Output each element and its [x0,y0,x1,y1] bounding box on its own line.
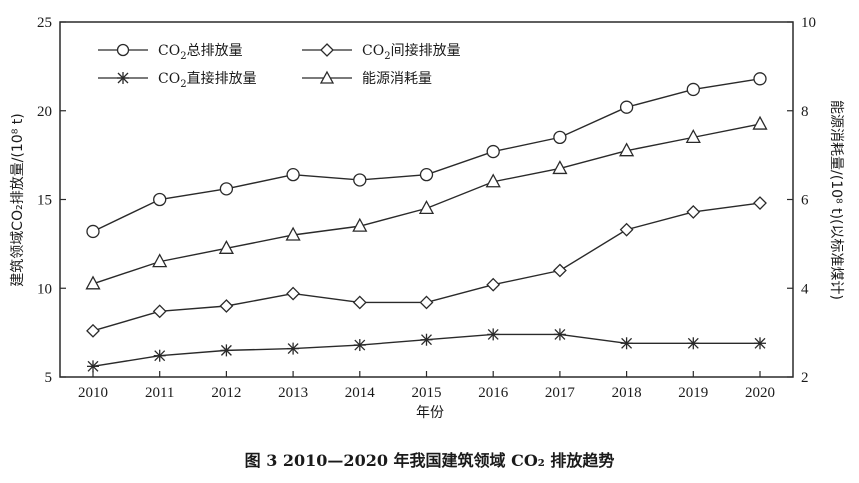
star-marker-icon [353,339,366,352]
legend-item-indirect: CO2间接排放量 [302,42,461,62]
diamond-marker-icon [86,323,100,338]
triangle-marker-icon [152,253,168,268]
diamond-marker-icon [686,205,701,219]
y-tick-label-right: 2 [801,370,809,386]
y-tick-label-left: 10 [37,281,52,297]
star-marker-icon [620,337,633,350]
circle-marker-icon [486,144,500,159]
y-tick-label-right: 8 [801,104,809,120]
triangle-marker-icon [352,217,368,232]
circle-marker-icon [753,72,767,86]
star-marker-icon [117,72,129,84]
x-tick-label: 2013 [278,385,308,401]
circle-marker-icon [286,167,300,182]
circle-marker-icon [553,130,567,145]
x-tick-label: 2012 [211,385,241,401]
star-marker-icon [87,360,99,373]
circle-marker-icon [86,224,100,239]
triangle-marker-icon [85,275,101,290]
y-tick-label-left: 5 [45,370,53,386]
triangle-marker-icon [619,142,635,157]
axis-ticks: 2010 2011 2012 2013 2014 2015 2016 2017 2018 2019… [37,15,816,401]
series-star [87,328,766,373]
legend-label-indirect: CO2间接排放量 [362,42,461,62]
circle-marker-icon [686,82,700,97]
triangle-marker-icon [552,160,568,175]
y-tick-label-right: 4 [801,281,809,297]
diamond-marker-icon [286,286,301,301]
x-tick-label: 2014 [345,385,376,401]
diamond-marker-icon [219,299,234,313]
star-marker-icon [487,328,500,341]
diamond-marker-icon [152,304,167,319]
series-triangle [85,115,768,290]
triangle-marker-icon [752,115,768,130]
diamond-marker-icon [419,295,434,310]
y-tick-label-right: 10 [801,15,816,31]
figure-caption: 图 3 2010—2020 年我国建筑领域 CO₂ 排放趋势 [244,451,615,470]
star-marker-icon [153,349,166,362]
triangle-marker-icon [285,226,301,241]
diamond-marker-icon [619,222,634,237]
star-marker-icon [754,337,766,350]
triangle-marker-icon [319,70,335,84]
diamond-marker-icon [320,43,334,57]
y-tick-label-left: 25 [37,15,52,31]
legend-item-energy: 能源消耗量 [302,70,432,87]
circle-marker-icon [219,182,234,196]
diamond-marker-icon [552,263,567,278]
x-tick-label: 2018 [612,385,642,401]
legend-label-total: CO2总排放量 [158,43,243,62]
y-tick-label-right: 6 [801,193,809,209]
triangle-marker-icon [485,173,501,188]
x-tick-label: 2020 [745,385,775,401]
circle-marker-icon [353,173,367,187]
x-tick-label: 2019 [678,385,708,401]
legend-label-energy: 能源消耗量 [362,71,432,87]
x-tick-label: 2015 [412,385,442,401]
star-marker-icon [553,328,566,341]
series-circle [86,72,767,239]
legend-item-total: CO2总排放量 [98,43,243,62]
x-axis-title: 年份 [416,405,444,421]
y-tick-label-left: 15 [37,193,52,209]
diamond-marker-icon [753,196,767,210]
diamond-marker-icon [352,295,367,310]
triangle-marker-icon [685,129,701,144]
x-tick-label: 2016 [478,385,509,401]
star-marker-icon [287,342,300,355]
star-marker-icon [687,337,700,350]
circle-marker-icon [153,192,167,207]
star-marker-icon [420,333,433,346]
legend: CO2总排放量 CO2直接排放量 CO2间接排放量 能源消耗量 [98,42,461,90]
y-axis-title-right: 能源消耗量/(10⁸ t)(以标准煤计) [828,100,844,300]
legend-item-direct: CO2直接排放量 [98,70,257,90]
x-tick-label: 2017 [545,385,576,401]
circle-marker-icon [419,167,434,182]
y-axis-title-left: 建筑领域CO₂排放量/(10⁸ t) [10,113,26,286]
series-layer [85,72,768,373]
triangle-marker-icon [418,200,435,215]
series-diamond [86,196,767,338]
legend-label-direct: CO2直接排放量 [158,70,257,90]
circle-marker-icon [116,43,130,57]
y-tick-label-left: 20 [37,104,52,120]
circle-marker-icon [619,100,634,114]
x-tick-label: 2010 [78,385,108,401]
triangle-marker-icon [218,239,234,254]
x-tick-label: 2011 [145,385,174,401]
star-marker-icon [220,344,233,357]
diamond-marker-icon [486,277,501,292]
